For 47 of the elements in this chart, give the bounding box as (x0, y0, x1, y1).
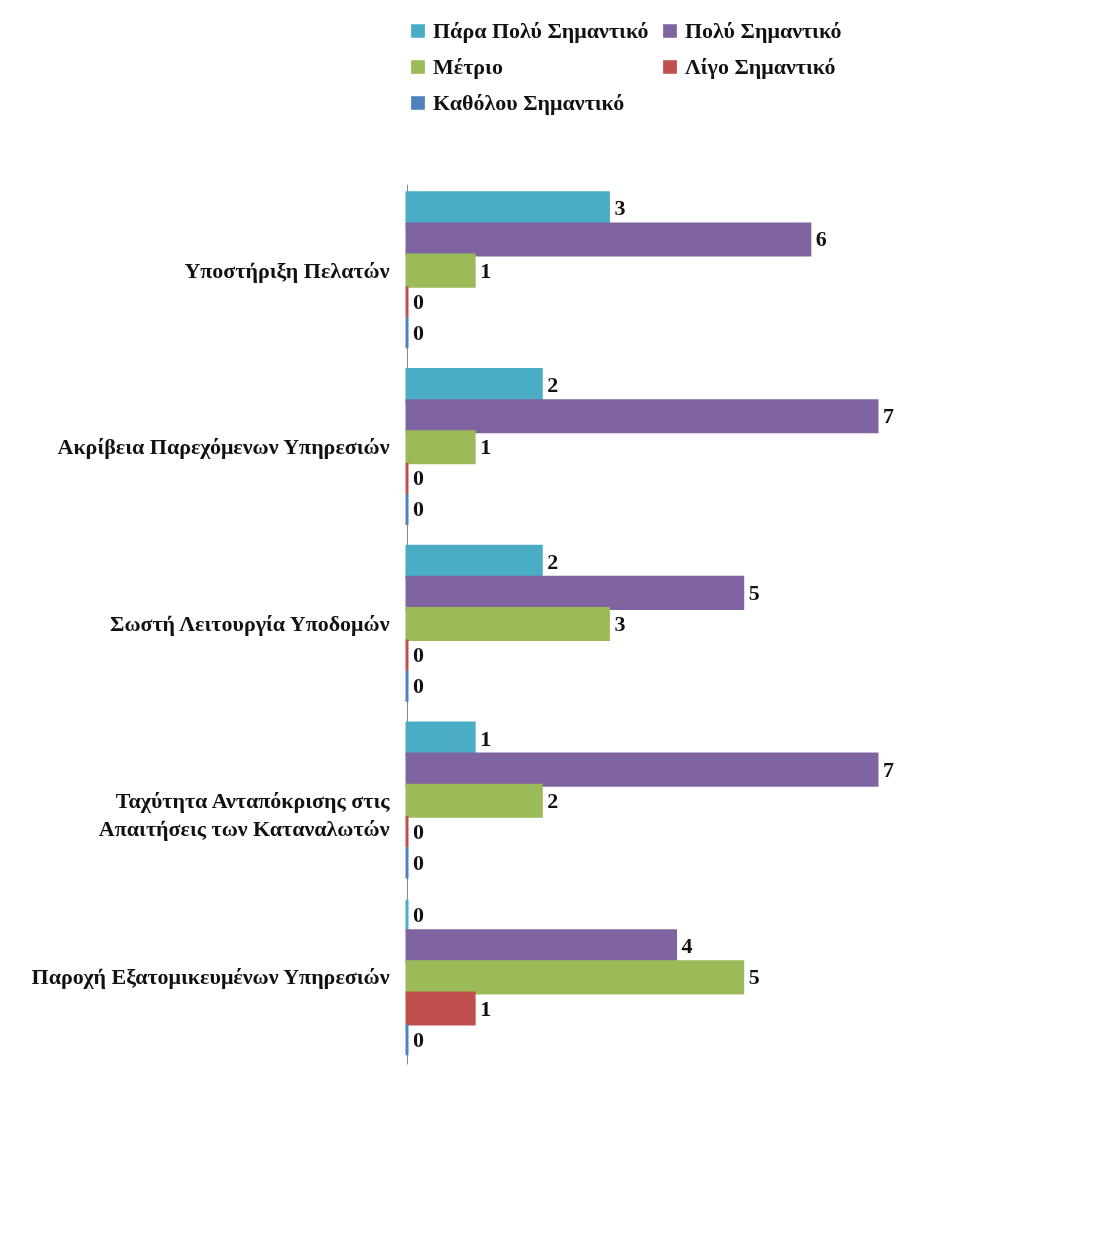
bar (405, 960, 745, 995)
bar (405, 253, 476, 288)
data-label: 2 (547, 787, 559, 813)
y-tick-label: Υποστήριξη Πελατών (184, 257, 390, 283)
data-label: 0 (413, 642, 424, 668)
data-label: 1 (480, 995, 492, 1021)
bar (405, 575, 745, 610)
data-label: 3 (614, 611, 626, 636)
data-label: 0 (413, 319, 424, 345)
legend-label: Πολύ Σημαντικό (685, 18, 842, 43)
data-label: 5 (748, 964, 760, 990)
legend-label: Λίγο Σημαντικό (685, 54, 836, 79)
y-tick-label: Ταχύτητα Ανταπόκρισης στις Απαιτήσεις των Καταναλωτών (98, 787, 391, 841)
data-label: 6 (815, 226, 827, 252)
legend-label: Πάρα Πολύ Σημαντικό (433, 18, 649, 43)
data-label: 4 (681, 933, 693, 959)
data-label: 0 (413, 673, 424, 699)
bar (405, 752, 879, 787)
legend-label: Μέτριο (433, 54, 503, 79)
legend-label: Καθόλου Σημαντικό (433, 90, 625, 115)
bar (405, 721, 476, 756)
data-label: 0 (413, 288, 424, 314)
data-label: 1 (480, 725, 492, 751)
data-label: 7 (883, 403, 894, 429)
data-label: 0 (413, 465, 424, 491)
data-label: 0 (413, 849, 424, 875)
y-tick-label: Ακρίβεια Παρεχόμενων Υπηρεσιών (57, 434, 390, 460)
y-tick-label: Παροχή Εξατομικευμένων Υπηρεσιών (31, 964, 390, 990)
bar (405, 783, 543, 818)
bar (405, 606, 610, 642)
data-label: 5 (748, 579, 760, 605)
data-label: 7 (883, 756, 894, 782)
bar (405, 430, 476, 465)
bar (405, 399, 879, 434)
data-label: 0 (413, 818, 424, 844)
bar (405, 991, 476, 1026)
data-label: 2 (547, 372, 559, 398)
data-label: 3 (614, 195, 626, 221)
data-label: 0 (413, 902, 424, 928)
data-label: 2 (547, 548, 559, 574)
bar (405, 544, 543, 579)
data-label: 0 (413, 1026, 424, 1052)
data-label: 0 (413, 496, 424, 522)
bar (405, 222, 812, 257)
y-tick-label: Σωστή Λειτουργία Υποδομών (110, 611, 390, 636)
data-label: 1 (480, 257, 492, 283)
data-label: 1 (480, 434, 492, 460)
